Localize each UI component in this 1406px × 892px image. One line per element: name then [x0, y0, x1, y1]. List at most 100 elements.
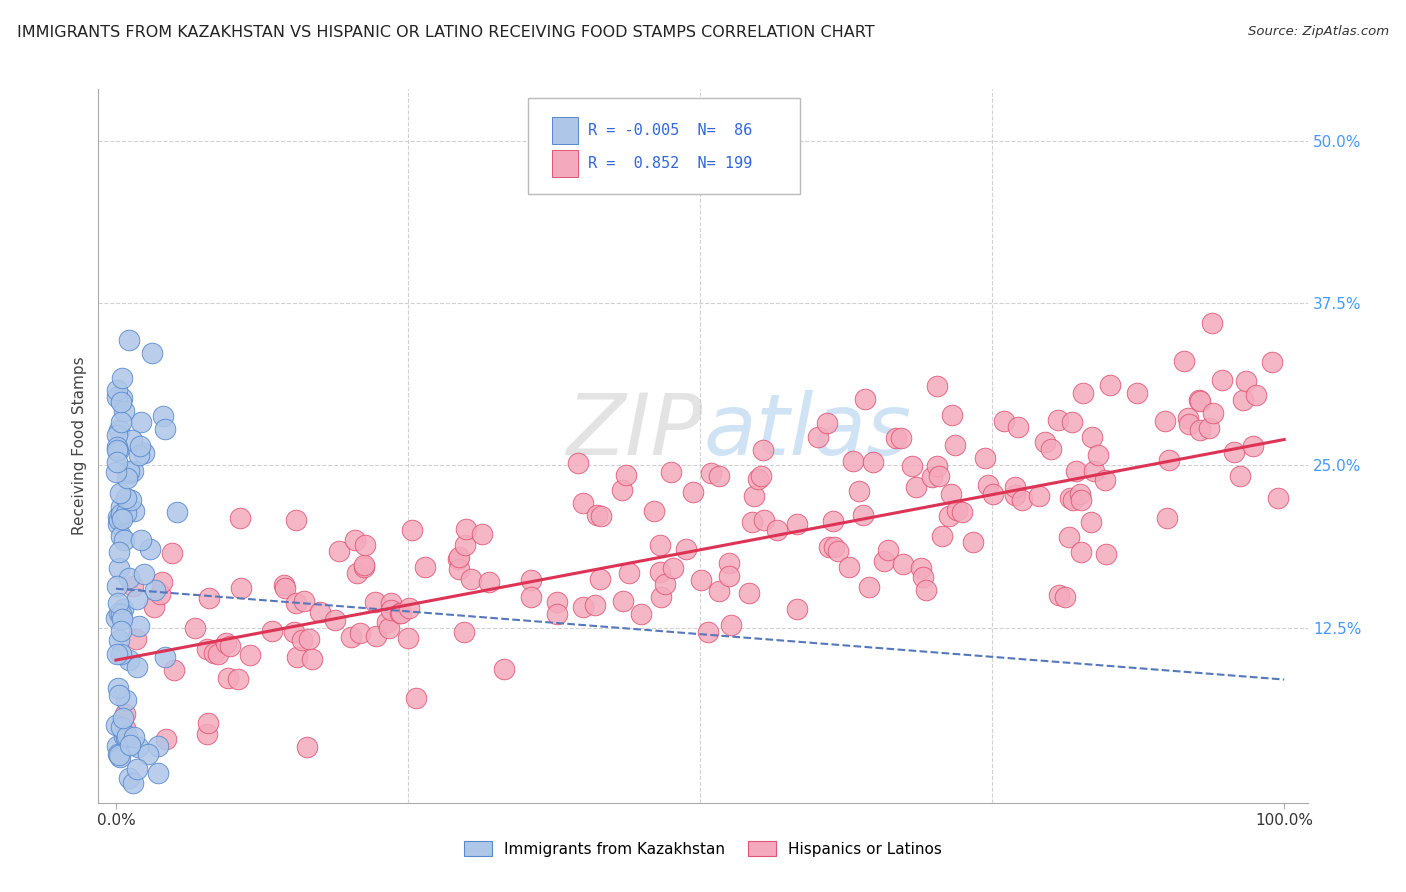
Point — [107, 509, 129, 524]
Point — [132, 567, 155, 582]
Point — [343, 533, 366, 548]
Point — [108, 747, 131, 762]
Point — [110, 394, 132, 409]
Point — [447, 552, 470, 566]
Point — [346, 566, 368, 580]
Point — [153, 422, 176, 436]
Point — [1069, 487, 1091, 501]
Point — [765, 523, 787, 537]
Point — [183, 621, 205, 635]
Y-axis label: Receiving Food Stamps: Receiving Food Stamps — [72, 357, 87, 535]
Point — [118, 739, 141, 753]
Point — [614, 467, 637, 482]
Point — [122, 730, 145, 744]
Point — [901, 458, 924, 473]
Point — [118, 653, 141, 667]
Point — [153, 649, 176, 664]
Point — [741, 515, 763, 529]
Point — [105, 739, 128, 754]
Point — [700, 466, 723, 480]
Point — [612, 594, 634, 608]
Point — [353, 538, 375, 552]
Point — [388, 606, 411, 620]
Point — [925, 459, 948, 474]
Text: ZIP: ZIP — [567, 390, 703, 474]
Point — [720, 617, 742, 632]
Point — [142, 599, 165, 614]
Point — [1211, 373, 1233, 387]
Point — [890, 431, 912, 445]
Point — [375, 615, 398, 629]
Point — [380, 603, 402, 617]
Point — [520, 574, 543, 588]
Point — [110, 507, 132, 521]
Point — [520, 591, 543, 605]
Point — [115, 471, 138, 485]
Point — [110, 529, 132, 543]
Point — [108, 632, 131, 647]
Point — [492, 662, 515, 676]
Point — [195, 727, 218, 741]
Point — [1244, 388, 1267, 402]
Point — [827, 544, 849, 558]
Point — [124, 503, 146, 517]
Point — [114, 730, 136, 744]
Point — [111, 601, 134, 615]
Point — [125, 660, 148, 674]
Point — [921, 470, 943, 484]
Point — [630, 607, 652, 621]
Point — [283, 624, 305, 639]
Point — [110, 415, 132, 429]
Point — [166, 505, 188, 519]
Point — [939, 486, 962, 500]
Point — [1154, 414, 1177, 428]
Point — [138, 541, 160, 556]
Point — [110, 500, 132, 515]
Point — [904, 480, 927, 494]
Point — [125, 762, 148, 776]
Point — [815, 416, 838, 430]
Point — [471, 527, 494, 541]
Point — [110, 612, 132, 626]
Point — [1189, 424, 1212, 438]
Point — [364, 629, 387, 643]
Point — [447, 562, 470, 576]
Point — [821, 514, 844, 528]
Point — [291, 632, 314, 647]
Point — [115, 693, 138, 707]
Point — [654, 576, 676, 591]
Point — [377, 621, 399, 635]
Point — [146, 765, 169, 780]
Point — [105, 717, 128, 731]
Point — [117, 571, 139, 585]
Point — [353, 558, 375, 573]
Point — [588, 572, 610, 586]
Point — [1028, 489, 1050, 503]
Point — [752, 442, 775, 457]
Point — [121, 433, 143, 447]
Point — [1070, 493, 1092, 508]
Point — [105, 465, 128, 479]
Point — [659, 465, 682, 479]
Point — [838, 560, 860, 574]
Point — [1177, 411, 1199, 425]
Point — [112, 730, 135, 744]
Text: IMMIGRANTS FROM KAZAKHSTAN VS HISPANIC OR LATINO RECEIVING FOOD STAMPS CORRELATI: IMMIGRANTS FROM KAZAKHSTAN VS HISPANIC O… — [17, 25, 875, 40]
Point — [1229, 469, 1251, 483]
Point — [1157, 452, 1180, 467]
Point — [453, 624, 475, 639]
Point — [118, 464, 141, 478]
Point — [155, 732, 177, 747]
Point — [928, 468, 950, 483]
Point — [915, 583, 938, 598]
Point — [107, 561, 129, 575]
Point — [1234, 374, 1257, 388]
Point — [852, 508, 875, 522]
Point — [449, 549, 471, 564]
Point — [398, 601, 420, 615]
Point — [284, 596, 307, 610]
Point — [650, 590, 672, 604]
Point — [105, 611, 128, 625]
Point — [478, 575, 501, 590]
Text: atlas: atlas — [703, 390, 911, 474]
